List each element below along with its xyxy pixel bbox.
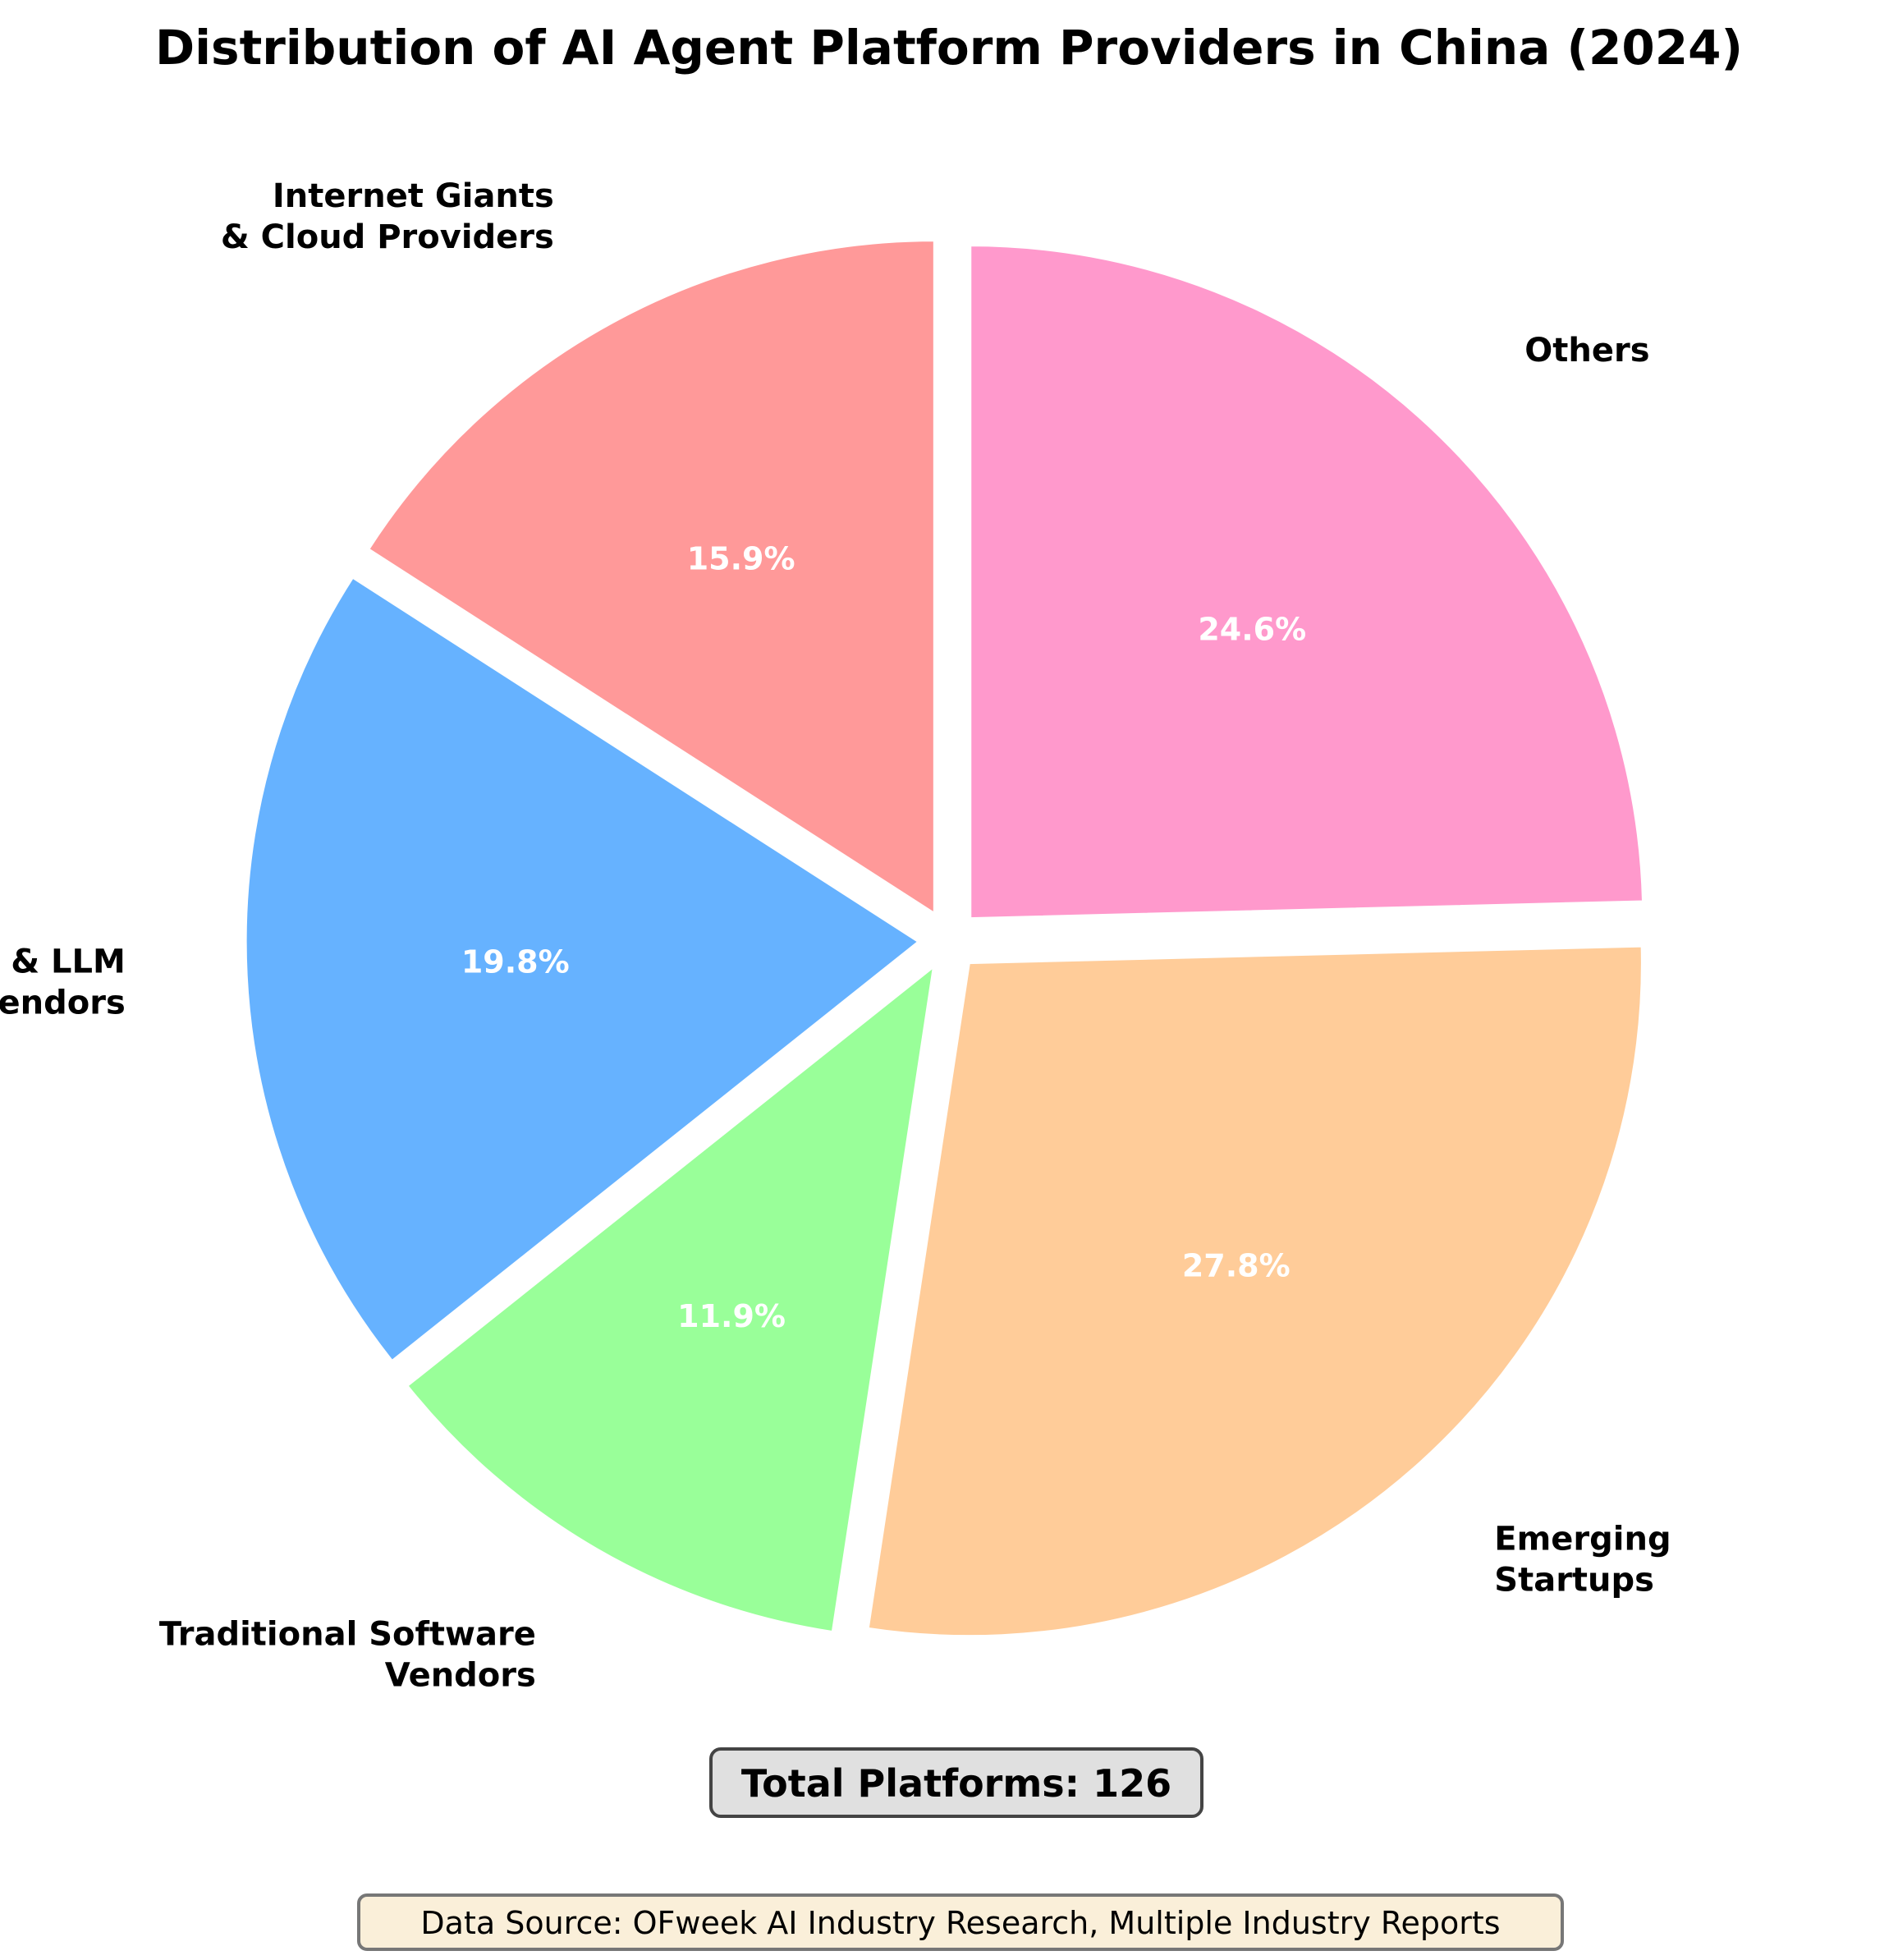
category-labels: Internet Giants& Cloud Providers AI & LLM… bbox=[0, 177, 1671, 1694]
total-platforms-text: Total Platforms: 126 bbox=[741, 1761, 1171, 1806]
pie-slice bbox=[244, 576, 921, 1363]
slice-percentage-label: 15.9% bbox=[687, 541, 795, 577]
pie-slice bbox=[405, 963, 936, 1634]
pie-slice bbox=[366, 239, 936, 916]
total-platforms-box: Total Platforms: 126 bbox=[709, 1747, 1203, 1818]
pie-slice bbox=[866, 944, 1644, 1638]
slice-percentage-label: 11.9% bbox=[677, 1298, 786, 1334]
slice-percentage-label: 27.8% bbox=[1182, 1248, 1291, 1284]
data-source-text: Data Source: OFweek AI Industry Research… bbox=[420, 1905, 1500, 1941]
slice-category-label: Internet Giants & Cloud Providers bbox=[221, 177, 554, 256]
slice-category-label: AI & LLMVendors bbox=[0, 943, 126, 1021]
slice-percentage-label: 19.8% bbox=[461, 944, 570, 980]
slice-percentage-label: 24.6% bbox=[1198, 611, 1306, 647]
slice-category-label: Others bbox=[1524, 332, 1649, 370]
slice-category-label: Emerging Startups bbox=[1494, 1520, 1671, 1599]
percentage-labels: 15.9% 19.8% 11.9% 27.8% 24.6% bbox=[461, 541, 1306, 1334]
chart-title: Distribution of AI Agent Platform Provid… bbox=[155, 20, 1743, 76]
slice-category-label: Traditional Software Vendors bbox=[159, 1615, 536, 1694]
pie-slice bbox=[969, 244, 1645, 920]
data-source-box: Data Source: OFweek AI Industry Research… bbox=[357, 1893, 1564, 1951]
pie-slices bbox=[244, 239, 1645, 1638]
